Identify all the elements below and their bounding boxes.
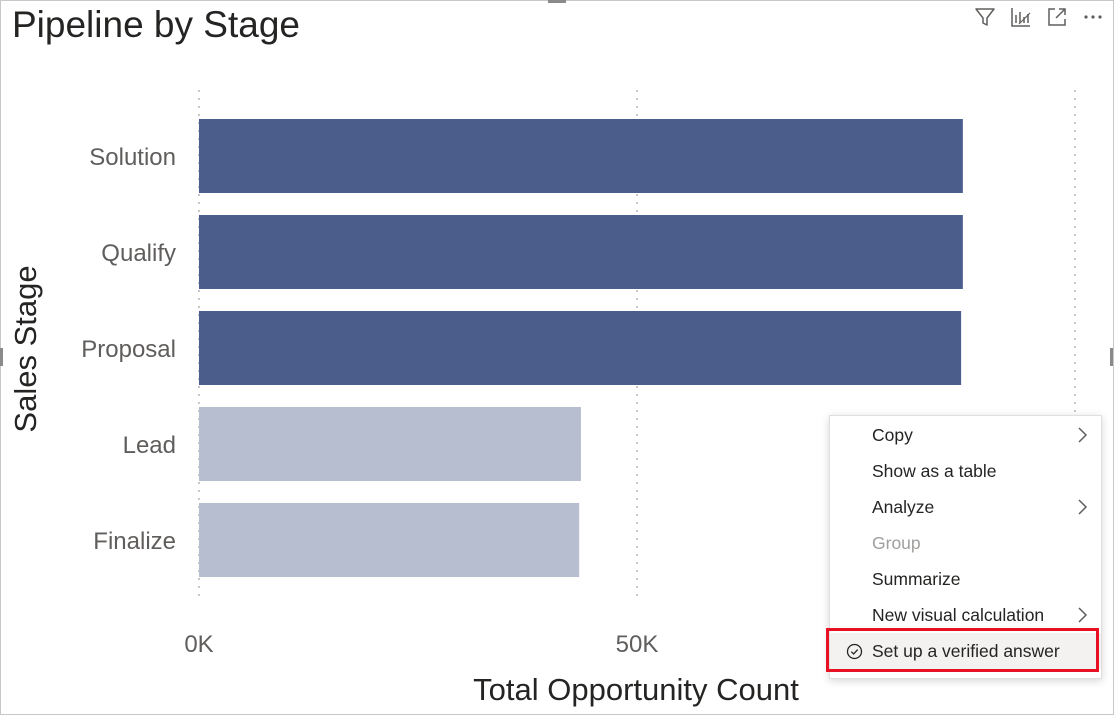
visual-title: Pipeline by Stage xyxy=(12,4,300,45)
menu-item-label: Group xyxy=(872,532,921,553)
y-category-label: Proposal xyxy=(81,336,176,363)
focus-mode-icon[interactable] xyxy=(1008,4,1034,30)
y-category-label: Solution xyxy=(89,144,176,171)
y-category-label: Lead xyxy=(123,432,176,459)
menu-item-new-visual-calculation[interactable]: New visual calculation xyxy=(830,597,1101,633)
menu-item-label: Summarize xyxy=(872,568,961,589)
menu-item-group[interactable]: Group xyxy=(830,525,1101,561)
bar-solution[interactable] xyxy=(199,119,963,193)
visual-header-toolbar xyxy=(972,4,1106,30)
resize-handle-left[interactable] xyxy=(0,348,3,366)
x-tick-label: 50K xyxy=(616,631,659,658)
y-category-label: Qualify xyxy=(101,240,176,267)
menu-item-summarize[interactable]: Summarize xyxy=(830,561,1101,597)
menu-item-label: New visual calculation xyxy=(872,604,1045,625)
menu-item-label: Copy xyxy=(872,424,913,445)
y-axis-title: Sales Stage xyxy=(8,265,43,433)
menu-item-label: Show as a table xyxy=(872,460,997,481)
menu-item-label: Set up a verified answer xyxy=(872,640,1060,661)
bar-proposal[interactable] xyxy=(199,311,962,385)
filter-icon[interactable] xyxy=(972,4,998,30)
bar-finalize[interactable] xyxy=(199,503,580,577)
context-menu: Copy Show as a table Analyze Group Summarize… xyxy=(829,415,1102,679)
y-category-label: Finalize xyxy=(93,528,176,555)
resize-handle-right[interactable] xyxy=(1110,348,1113,366)
chevron-right-icon xyxy=(1075,426,1089,444)
check-circle-icon xyxy=(846,643,863,660)
menu-item-label: Analyze xyxy=(872,496,935,517)
bar-lead[interactable] xyxy=(199,407,581,481)
x-axis-title: Total Opportunity Count xyxy=(473,672,799,707)
menu-item-show-as-a-table[interactable]: Show as a table xyxy=(830,453,1101,489)
menu-item-set-up-a-verified-answer[interactable]: Set up a verified answer xyxy=(830,633,1101,669)
resize-handle-top[interactable] xyxy=(548,0,566,3)
highlight-annotation xyxy=(826,628,1099,672)
chevron-right-icon xyxy=(1075,606,1089,624)
chevron-right-icon xyxy=(1075,498,1089,516)
expand-icon[interactable] xyxy=(1044,4,1070,30)
x-tick-label: 0K xyxy=(184,631,213,658)
bar-qualify[interactable] xyxy=(199,215,963,289)
menu-item-analyze[interactable]: Analyze xyxy=(830,489,1101,525)
menu-item-copy[interactable]: Copy xyxy=(830,417,1101,453)
more-options-icon[interactable] xyxy=(1080,4,1106,30)
